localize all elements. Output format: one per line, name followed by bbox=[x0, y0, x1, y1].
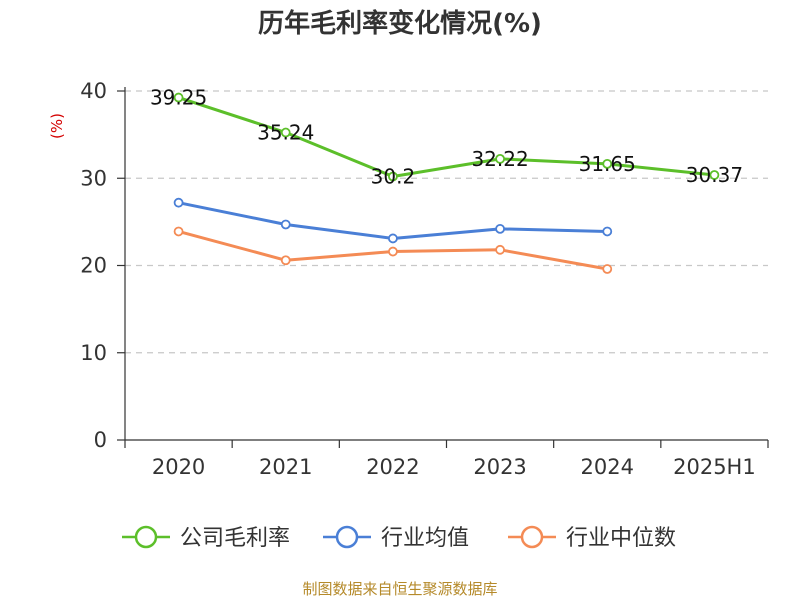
x-tick-label: 2025H1 bbox=[673, 455, 756, 479]
data-point[interactable] bbox=[280, 255, 291, 266]
legend-marker bbox=[335, 525, 359, 549]
data-point[interactable] bbox=[280, 219, 291, 230]
data-point[interactable] bbox=[173, 92, 184, 103]
legend-item[interactable]: 公司毛利率 bbox=[122, 525, 290, 551]
data-label: 30.2 bbox=[371, 165, 416, 189]
data-point[interactable] bbox=[173, 197, 184, 208]
x-tick-label: 2021 bbox=[259, 455, 312, 479]
x-tick-label: 2024 bbox=[581, 455, 634, 479]
legend: 公司毛利率 行业均值 行业中位数 bbox=[122, 525, 676, 551]
grid-layer bbox=[125, 90, 768, 354]
source-note: 制图数据来自恒生聚源数据库 bbox=[302, 580, 497, 598]
data-point[interactable] bbox=[709, 170, 720, 180]
x-tick-label: 2022 bbox=[366, 455, 419, 479]
legend-label: 公司毛利率 bbox=[180, 526, 290, 551]
legend-item[interactable]: 行业中位数 bbox=[508, 525, 676, 551]
data-point[interactable] bbox=[602, 264, 613, 274]
legend-marker bbox=[520, 525, 544, 549]
series-line bbox=[178, 96, 715, 179]
y-tick-label: 0 bbox=[94, 428, 107, 452]
data-point[interactable] bbox=[280, 127, 291, 138]
data-point[interactable] bbox=[388, 171, 398, 182]
data-label-layer: 39.25 35.24 30.2 32.22 31.65 30.37 bbox=[150, 86, 743, 189]
series-line bbox=[178, 201, 608, 240]
data-point[interactable] bbox=[602, 226, 613, 237]
data-label: 35.24 bbox=[257, 121, 314, 145]
data-point[interactable] bbox=[173, 226, 184, 237]
data-point[interactable] bbox=[388, 233, 398, 244]
y-tick-label: 20 bbox=[80, 254, 107, 278]
data-point[interactable] bbox=[602, 158, 613, 169]
y-tick-label: 10 bbox=[80, 341, 107, 365]
data-label: 30.37 bbox=[686, 163, 743, 187]
legend-label: 行业均值 bbox=[381, 526, 469, 551]
x-tick-label: 2023 bbox=[473, 455, 526, 479]
y-tick-label: 40 bbox=[80, 79, 107, 103]
series-layer bbox=[173, 92, 720, 274]
data-point[interactable] bbox=[495, 153, 505, 164]
data-label: 39.25 bbox=[150, 86, 207, 110]
axis-layer: 0 10 20 30 40 2020 2021 2022 2023 2024 2025H1 bbox=[80, 79, 769, 479]
legend-marker bbox=[134, 525, 158, 549]
y-axis-label: (%) bbox=[48, 113, 66, 139]
data-label: 32.22 bbox=[471, 147, 528, 171]
data-point[interactable] bbox=[388, 246, 398, 257]
x-tick-label: 2020 bbox=[152, 455, 205, 479]
y-tick-label: 30 bbox=[80, 166, 107, 190]
chart-title: 历年毛利率变化情况(%) bbox=[258, 8, 542, 39]
legend-item[interactable]: 行业均值 bbox=[323, 525, 469, 551]
legend-label: 行业中位数 bbox=[566, 526, 676, 551]
data-point[interactable] bbox=[495, 244, 505, 255]
data-label: 31.65 bbox=[579, 152, 636, 176]
data-point[interactable] bbox=[495, 223, 505, 234]
